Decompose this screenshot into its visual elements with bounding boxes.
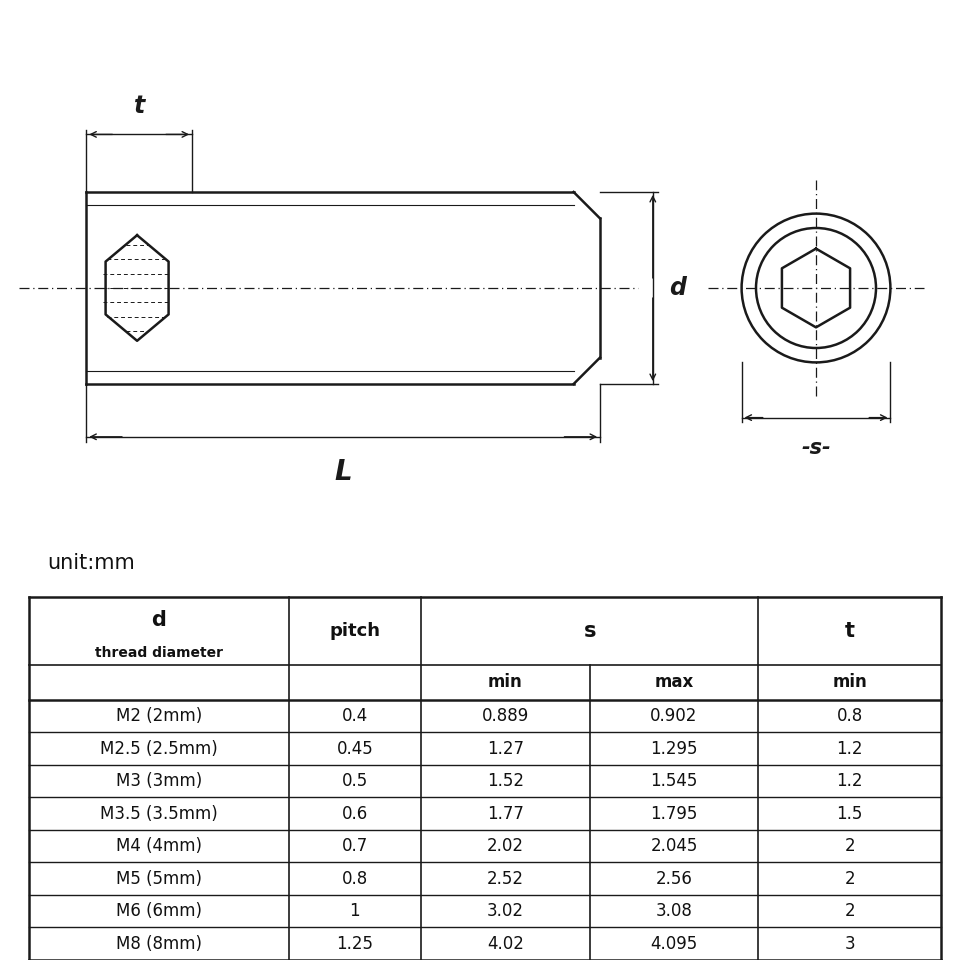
Text: 1.77: 1.77	[487, 804, 524, 823]
Text: M3.5 (3.5mm): M3.5 (3.5mm)	[100, 804, 218, 823]
Text: 1.52: 1.52	[487, 772, 524, 790]
Text: 0.4: 0.4	[342, 708, 368, 725]
Text: min: min	[832, 673, 867, 691]
Text: 1.27: 1.27	[487, 740, 524, 757]
Text: 0.5: 0.5	[342, 772, 368, 790]
Text: s: s	[584, 621, 596, 640]
Text: 0.45: 0.45	[336, 740, 373, 757]
Text: d: d	[669, 276, 686, 300]
Text: 0.7: 0.7	[342, 837, 368, 855]
Text: 2: 2	[844, 870, 855, 888]
Text: M3 (3mm): M3 (3mm)	[115, 772, 202, 790]
Text: unit:mm: unit:mm	[47, 553, 134, 573]
Text: M2 (2mm): M2 (2mm)	[115, 708, 202, 725]
Text: 0.902: 0.902	[650, 708, 698, 725]
Text: 1.25: 1.25	[336, 935, 373, 952]
Text: 0.8: 0.8	[342, 870, 368, 888]
Text: max: max	[655, 673, 694, 691]
Text: 0.889: 0.889	[482, 708, 529, 725]
Text: -s-: -s-	[802, 438, 830, 458]
Text: 3: 3	[844, 935, 855, 952]
Text: 1.2: 1.2	[836, 772, 863, 790]
Text: M6 (6mm): M6 (6mm)	[116, 902, 202, 921]
Text: 2: 2	[844, 837, 855, 855]
Text: 3.02: 3.02	[487, 902, 524, 921]
Text: M4 (4mm): M4 (4mm)	[116, 837, 202, 855]
Text: 0.6: 0.6	[342, 804, 368, 823]
Text: 1.295: 1.295	[650, 740, 698, 757]
Text: L: L	[334, 459, 352, 487]
Text: 1.2: 1.2	[836, 740, 863, 757]
Text: 4.095: 4.095	[651, 935, 698, 952]
Text: pitch: pitch	[329, 622, 380, 639]
Text: d: d	[152, 611, 166, 631]
Text: thread diameter: thread diameter	[95, 646, 223, 660]
Text: M2.5 (2.5mm): M2.5 (2.5mm)	[100, 740, 218, 757]
Text: min: min	[488, 673, 522, 691]
Text: 2.56: 2.56	[656, 870, 692, 888]
Text: 1.795: 1.795	[650, 804, 698, 823]
Text: t: t	[133, 94, 145, 118]
Text: 1.5: 1.5	[836, 804, 863, 823]
Text: 1: 1	[349, 902, 360, 921]
Text: t: t	[845, 621, 854, 640]
Text: 2.02: 2.02	[487, 837, 524, 855]
Text: M8 (8mm): M8 (8mm)	[116, 935, 202, 952]
Text: 0.8: 0.8	[836, 708, 863, 725]
Text: 1.545: 1.545	[650, 772, 698, 790]
Text: 2.045: 2.045	[650, 837, 698, 855]
Text: 3.08: 3.08	[656, 902, 692, 921]
Text: M5 (5mm): M5 (5mm)	[116, 870, 202, 888]
Text: 2: 2	[844, 902, 855, 921]
Text: 2.52: 2.52	[487, 870, 524, 888]
Text: 4.02: 4.02	[487, 935, 524, 952]
